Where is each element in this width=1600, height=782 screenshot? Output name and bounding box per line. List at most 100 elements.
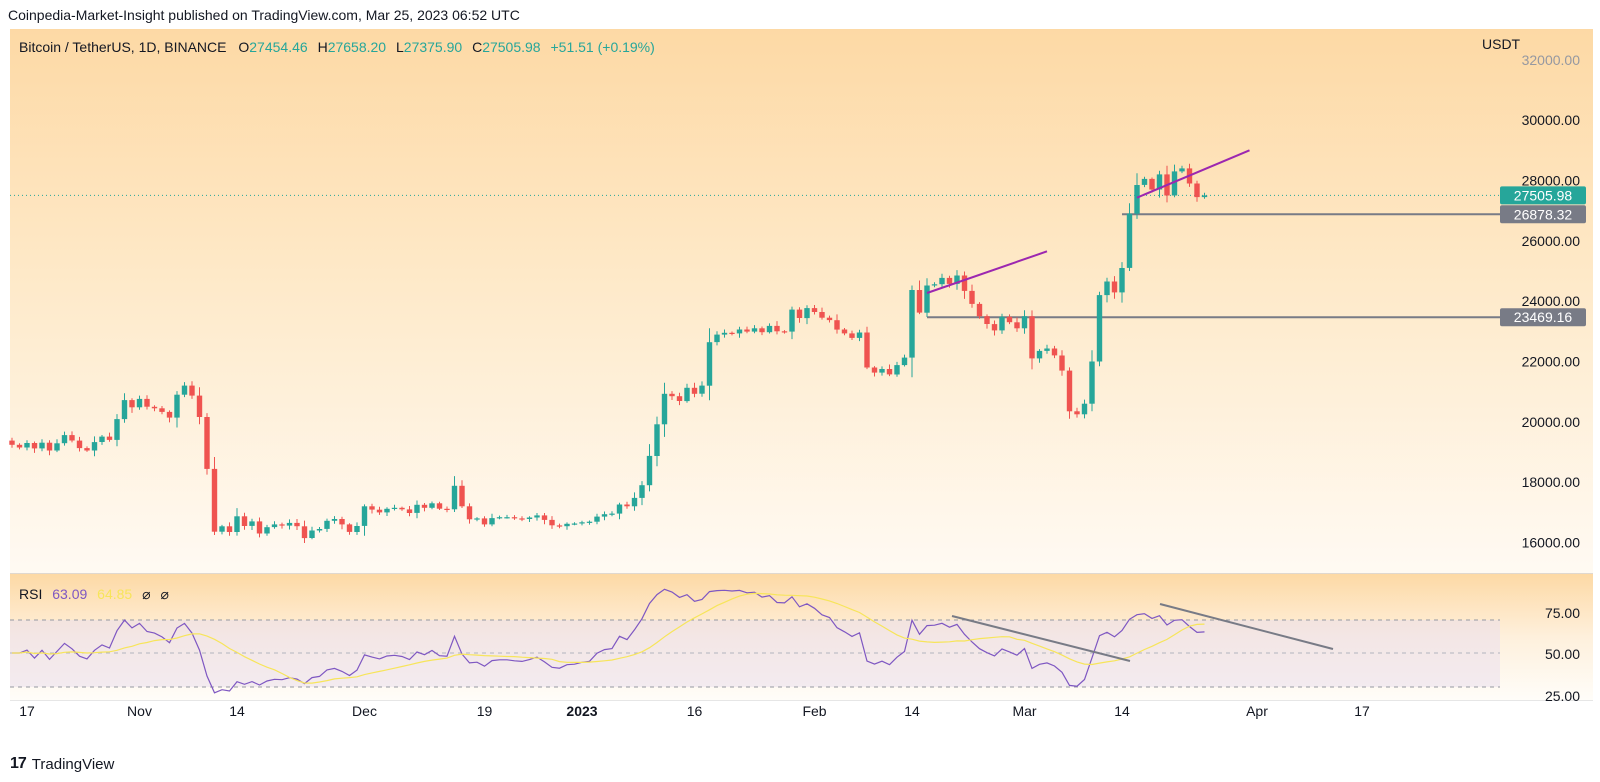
- candle-body: [841, 329, 848, 334]
- candle-body: [894, 365, 900, 375]
- candle-body: [346, 524, 353, 532]
- candle-body: [969, 290, 975, 304]
- candle-body: [69, 435, 75, 441]
- candle-body: [414, 504, 420, 513]
- time-axis-label: Mar: [1012, 703, 1036, 719]
- time-axis-label: Apr: [1246, 703, 1268, 719]
- candle-body: [31, 443, 38, 449]
- rsi-glyph-2: ⌀: [160, 586, 168, 602]
- legend-high-label: H: [318, 39, 328, 55]
- candle-body: [864, 332, 870, 368]
- candle-body: [534, 515, 540, 518]
- candle-body: [1051, 348, 1058, 356]
- candle-body: [459, 485, 465, 507]
- candle-body: [849, 333, 855, 338]
- candle-body: [301, 526, 308, 539]
- candle-body: [1201, 195, 1208, 198]
- candle-body: [631, 497, 638, 507]
- candle-body: [166, 411, 173, 418]
- time-axis-label: 17: [19, 703, 35, 719]
- candle-body: [226, 526, 233, 532]
- candle-body: [871, 367, 878, 373]
- candle-body: [691, 387, 698, 394]
- candle-body: [856, 332, 863, 338]
- time-axis[interactable]: 17 Nov 14 Dec 19 2023 16 Feb 14 Mar 14 Apr 17: [19, 703, 1370, 719]
- candle-body: [556, 525, 563, 527]
- candle-body: [61, 435, 68, 444]
- candle-body: [759, 328, 765, 333]
- price-axis-label: 16000.00: [1522, 535, 1581, 551]
- rsi-axis-label-75: 75.00: [1545, 605, 1580, 621]
- rsi-axis: 75.00 50.00 25.00: [1545, 605, 1580, 704]
- candle-body: [744, 329, 750, 332]
- candle-body: [1081, 403, 1088, 415]
- price-axis-label: 24000.00: [1522, 293, 1581, 309]
- candle-body: [601, 514, 608, 517]
- rsi-label: RSI: [19, 586, 42, 602]
- candle-body: [931, 284, 938, 286]
- time-axis-label: Feb: [802, 703, 826, 719]
- time-axis-label: 17: [1354, 703, 1370, 719]
- candle-body: [1021, 316, 1028, 329]
- candle-body: [541, 515, 548, 520]
- candle-body: [309, 530, 315, 538]
- candle-body: [661, 393, 668, 425]
- price-axis[interactable]: 32000.00 30000.00 28000.00 26000.00 24000.00…: [1522, 52, 1581, 551]
- trendline-feb: [926, 250, 1048, 294]
- quote-currency: USDT: [1482, 36, 1521, 52]
- candle-body: [361, 506, 368, 526]
- candle-body: [234, 516, 240, 532]
- candle-body: [504, 517, 510, 519]
- time-axis-label: 14: [1114, 703, 1130, 719]
- time-axis-label: 2023: [566, 703, 597, 719]
- candle-body: [1089, 361, 1095, 404]
- candle-body: [256, 521, 263, 534]
- candle-body: [429, 503, 435, 508]
- candle-body: [451, 485, 458, 510]
- candle-body: [684, 387, 690, 402]
- candle-body: [924, 285, 930, 313]
- rsi-axis-label-25: 25.00: [1545, 688, 1580, 704]
- candle-body: [114, 419, 120, 440]
- candle-body: [1119, 268, 1125, 293]
- candle-body: [991, 324, 998, 331]
- candle-body: [151, 406, 158, 409]
- candle-body: [736, 329, 743, 334]
- rsi-divergence-line-1: [951, 615, 1131, 662]
- candle-body: [549, 519, 555, 526]
- candle-body: [999, 316, 1005, 331]
- candle-body: [39, 442, 45, 449]
- candle-body: [264, 527, 270, 534]
- candle-body: [294, 522, 300, 527]
- candle-body: [129, 400, 135, 408]
- price-axis-label: 28000.00: [1522, 172, 1581, 188]
- candle-body: [399, 507, 405, 510]
- candle-body: [159, 408, 165, 412]
- candle-body: [286, 522, 293, 526]
- candle-body: [421, 504, 428, 508]
- candle-body: [496, 517, 503, 519]
- rsi-layer: [12, 588, 1334, 694]
- legend-close: 27505.98: [482, 39, 541, 55]
- candle-body: [961, 275, 968, 291]
- candle-body: [121, 400, 128, 420]
- candle-body: [24, 443, 30, 448]
- candle-body: [774, 325, 780, 332]
- price-axis-label: 22000.00: [1522, 354, 1581, 370]
- candle-body: [909, 290, 915, 358]
- candle-body: [91, 442, 98, 451]
- trendlines: [926, 149, 1250, 294]
- candle-body: [594, 516, 600, 522]
- candle-body: [99, 436, 105, 442]
- legend-change: +51.51 (+0.19%): [551, 39, 655, 55]
- time-axis-label: 14: [904, 703, 920, 719]
- candle-body: [279, 524, 285, 526]
- rsi-divergence-line-2: [1159, 603, 1334, 650]
- candle-body: [1149, 178, 1155, 190]
- candle-body: [474, 518, 480, 520]
- candle-body: [46, 442, 53, 451]
- brand-name: TradingView: [31, 755, 115, 773]
- price-axis-label: 30000.00: [1522, 112, 1581, 128]
- candle-body: [204, 417, 210, 469]
